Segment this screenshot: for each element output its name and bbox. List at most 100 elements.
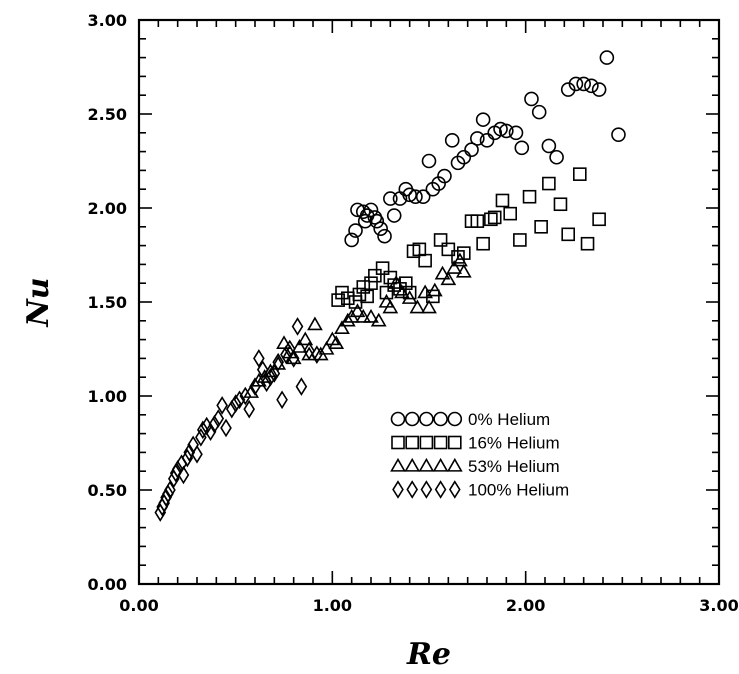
data-point-square	[375, 261, 390, 275]
data-point-circle	[415, 189, 431, 205]
data-point-diamond	[204, 422, 217, 442]
data-point-square	[534, 220, 548, 234]
data-point-circle	[514, 140, 530, 156]
data-point-square	[542, 176, 556, 191]
data-point-square	[580, 236, 595, 251]
legend-symbol-circle	[447, 411, 463, 427]
data-point-diamond	[295, 377, 308, 396]
data-point-square	[433, 233, 448, 247]
data-point-circle	[408, 189, 423, 205]
data-point-diamond	[169, 463, 182, 483]
data-point-circle	[591, 82, 607, 97]
data-point-diamond	[212, 409, 225, 428]
data-point-square	[356, 280, 371, 294]
axis-ticks	[138, 19, 720, 585]
legend-symbol-triangle	[432, 457, 449, 472]
data-point-circle	[475, 112, 491, 127]
data-point-circle	[524, 91, 539, 107]
data-point-square	[522, 189, 537, 204]
data-point-circle	[599, 50, 615, 65]
data-point-triangle	[328, 335, 345, 350]
data-point-circle	[541, 138, 557, 154]
data-point-diamond	[181, 448, 194, 468]
data-point-diamond	[177, 465, 190, 485]
data-point-square	[383, 270, 398, 285]
data-point-triangle	[417, 284, 434, 299]
data-point-circle	[344, 232, 359, 248]
data-point-diamond	[208, 414, 221, 434]
data-point-circle	[348, 223, 363, 238]
legend-label: 16% Helium	[468, 434, 560, 453]
x-tick-label: 1.00	[313, 596, 352, 615]
data-point-circle	[363, 202, 379, 218]
data-point-circle	[470, 131, 485, 146]
data-point-square	[484, 212, 498, 227]
legend-symbol-square	[433, 435, 448, 450]
data-point-diamond	[225, 399, 238, 419]
data-point-diamond	[229, 394, 242, 413]
data-point-square	[553, 197, 568, 212]
y-tick-label: 2.00	[88, 199, 127, 218]
y-tick-label: 1.50	[88, 293, 127, 312]
data-point-square	[503, 206, 518, 221]
data-point-circle	[611, 127, 626, 142]
legend-label: 100% Helium	[468, 481, 569, 500]
data-point-triangle	[452, 252, 468, 267]
y-tick-label: 0.00	[88, 575, 127, 594]
data-point-circle	[508, 125, 524, 141]
legend-symbol-circle	[404, 411, 420, 427]
data-point-triangle	[291, 339, 308, 353]
data-point-square	[402, 285, 417, 300]
data-point-circle	[383, 191, 398, 206]
legend: 0% Helium 16% Helium 53% Helium 100% Helium	[390, 410, 569, 500]
data-point-triangle	[276, 335, 292, 350]
data-point-square	[368, 268, 382, 283]
data-point-square	[456, 246, 471, 260]
data-point-triangle	[307, 316, 323, 331]
data-point-diamond	[260, 373, 273, 393]
data-point-triangle	[382, 299, 399, 314]
data-point-diamond	[272, 352, 285, 372]
data-point-diamond	[268, 364, 281, 383]
legend-symbol-triangle	[418, 457, 435, 472]
data-point-square	[470, 214, 485, 228]
data-point-square	[348, 295, 363, 309]
data-point-triangle	[446, 260, 463, 274]
tick-labels: 0.00 1.00 2.00 3.00 0.00 0.50 1.00 1.50 2.00 2.50…	[88, 11, 739, 615]
data-point-diamond	[243, 399, 256, 419]
data-point-circle	[464, 142, 479, 158]
data-point-diamond	[256, 360, 269, 379]
data-point-triangle	[370, 312, 387, 327]
data-point-diamond	[160, 488, 172, 507]
data-point-triangle	[455, 263, 472, 278]
legend-label: 53% Helium	[468, 457, 560, 476]
data-point-diamond	[162, 484, 174, 504]
data-point-diamond	[183, 443, 196, 462]
data-point-circle	[369, 213, 385, 229]
legend-symbol-triangle	[390, 457, 406, 472]
data-point-diamond	[196, 420, 209, 440]
data-point-diamond	[171, 460, 184, 479]
legend-symbol-circle	[390, 411, 406, 427]
data-point-diamond	[220, 418, 232, 438]
data-point-triangle	[334, 320, 350, 334]
data-point-triangle	[349, 303, 366, 318]
y-tick-label: 1.00	[88, 387, 127, 406]
data-point-triangle	[297, 331, 314, 346]
data-point-circle	[437, 168, 452, 184]
data-point-diamond	[264, 367, 277, 387]
data-point-circle	[373, 221, 388, 236]
legend-label: 0% Helium	[468, 410, 550, 429]
data-point-diamond	[253, 349, 265, 368]
x-axis-title: Re	[406, 637, 451, 672]
data-point-square	[572, 167, 587, 181]
data-point-square	[476, 236, 490, 251]
data-point-square	[331, 293, 345, 307]
data-point-diamond	[303, 341, 315, 361]
data-point-circle	[421, 153, 437, 169]
data-point-diamond	[233, 390, 246, 410]
data-point-triangle	[388, 275, 405, 289]
data-point-square	[352, 287, 367, 302]
data-point-circle	[355, 204, 371, 220]
data-point-triangle	[409, 299, 426, 314]
